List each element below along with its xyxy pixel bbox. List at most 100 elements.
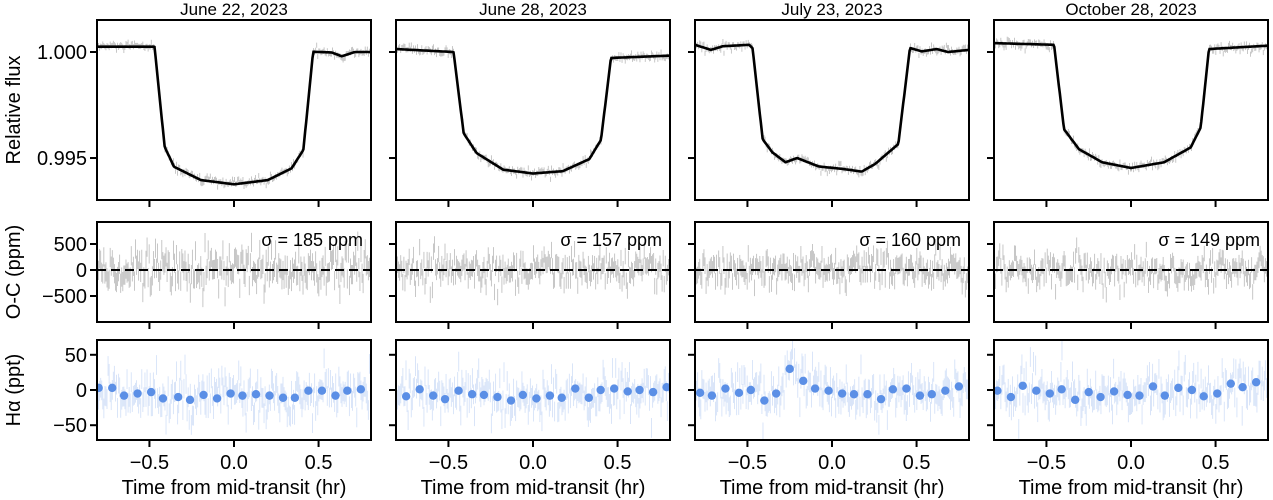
- halpha-binned-point: [837, 389, 847, 398]
- data-layer: [97, 39, 371, 190]
- halpha-binned-point: [97, 383, 103, 393]
- transit-model-line: [695, 43, 969, 173]
- data-layer: [695, 238, 969, 298]
- halpha-binned-point: [810, 384, 820, 393]
- halpha-binned-point: [994, 386, 1002, 395]
- panel-2: June 28, 2023 σ = 157 ppm −0.5 0.0 0.5 Time f…: [389, 0, 671, 499]
- x-tick-label: 0.5: [604, 452, 632, 474]
- halpha-binned-point: [440, 394, 450, 404]
- halpha-binned-point: [173, 392, 183, 402]
- halpha-binned-point: [771, 389, 781, 398]
- halpha-binned-point: [415, 385, 424, 394]
- halpha-binned-point: [648, 387, 658, 397]
- transit-model-line: [97, 45, 371, 186]
- axes-residuals: σ = 149 ppm: [987, 221, 1269, 329]
- halpha-binned-point: [1084, 387, 1093, 397]
- halpha-binned-point: [902, 384, 911, 393]
- axes-residuals: σ = 157 ppm: [389, 221, 671, 329]
- halpha-binned-point: [185, 395, 195, 405]
- x-tick-label: 0.5: [903, 452, 931, 474]
- halpha-binned-point: [506, 396, 516, 405]
- data-layer: [994, 36, 1268, 175]
- halpha-binned-point: [915, 391, 925, 400]
- halpha-binned-point: [584, 393, 594, 402]
- axes-flux: [688, 19, 970, 207]
- data-layer: [994, 340, 1268, 439]
- axes-frame: [694, 19, 970, 201]
- halpha-binned-point: [518, 390, 528, 400]
- halpha-binned-point: [707, 391, 717, 400]
- y-tick-label: 1.000: [37, 42, 87, 64]
- halpha-binned-point: [954, 382, 964, 391]
- axes-flux: [987, 19, 1269, 207]
- y-tick-label: −500: [42, 286, 87, 308]
- data-layer: [97, 348, 371, 435]
- halpha-binned-point: [1057, 385, 1066, 394]
- data-layer: [396, 42, 670, 182]
- x-axis-label: Time from mid-transit (hr): [1019, 477, 1244, 499]
- halpha-binned-point: [278, 393, 288, 402]
- halpha-binned-point: [1109, 387, 1119, 396]
- y-tick-label: 0.995: [37, 148, 87, 170]
- halpha-binned-point: [1199, 392, 1208, 401]
- halpha-binned-point: [721, 384, 730, 393]
- halpha-binned-point: [888, 385, 898, 394]
- data-layer: [396, 236, 670, 306]
- halpha-binned-point: [1045, 389, 1055, 398]
- sigma-annotation: σ = 157 ppm: [560, 230, 662, 250]
- halpha-binned-point: [941, 386, 950, 395]
- x-tick-label: 0.0: [519, 452, 547, 474]
- halpha-binned-point: [133, 389, 142, 398]
- sigma-annotation: σ = 160 ppm: [859, 230, 961, 250]
- halpha-binned-point: [1070, 395, 1080, 405]
- halpha-binned-point: [467, 390, 477, 399]
- halpha-binned-point: [429, 391, 438, 400]
- ylabel-o-c: O-C (ppm): [3, 225, 25, 319]
- sigma-annotation: σ = 149 ppm: [1158, 230, 1260, 250]
- data-layer: [97, 231, 371, 308]
- halpha-binned-point: [1096, 392, 1105, 402]
- halpha-binned-point: [317, 386, 327, 395]
- halpha-binned-point: [557, 393, 566, 402]
- axes-flux: 1.000 0.995: [37, 19, 372, 207]
- data-layer: [396, 351, 670, 438]
- halpha-binned-point: [108, 383, 117, 393]
- y-tick-label: 50: [65, 345, 87, 367]
- halpha-binned-point: [238, 391, 247, 400]
- halpha-binned-point: [304, 386, 313, 395]
- panel-title: July 23, 2023: [781, 0, 882, 19]
- y-tick-label: 0: [76, 260, 87, 282]
- halpha-binned-point: [746, 385, 756, 395]
- halpha-binned-point: [799, 376, 808, 386]
- halpha-binned-point: [265, 391, 274, 400]
- halpha-binned-point: [662, 382, 670, 392]
- halpha-binned-point: [1006, 392, 1016, 402]
- data-layer: [695, 39, 969, 178]
- halpha-binned-point: [356, 385, 366, 394]
- x-tick-label: 0.0: [1117, 452, 1145, 474]
- panel-title: June 28, 2023: [479, 0, 587, 19]
- x-axis-label: Time from mid-transit (hr): [720, 477, 945, 499]
- panel-3: July 23, 2023 σ = 160 ppm −0.5 0.0 0.5 Time f…: [688, 0, 970, 499]
- transit-model-line: [994, 41, 1268, 170]
- x-tick-label: 0.0: [818, 452, 846, 474]
- halpha-binned-point: [1018, 381, 1027, 390]
- x-tick-label: −0.5: [130, 452, 169, 474]
- axes-residuals: σ = 160 ppm: [688, 221, 970, 329]
- halpha-binned-point: [863, 390, 872, 399]
- halpha-binned-point: [785, 364, 794, 374]
- halpha-binned-point: [1187, 385, 1197, 395]
- x-tick-label: 0.5: [1202, 452, 1230, 474]
- axes-halpha: 50 0 −50 −0.5 0.0 0.5 Time from mid-transit (h…: [53, 339, 372, 499]
- panel-title: October 28, 2023: [1065, 0, 1196, 19]
- halpha-binned-point: [1123, 390, 1132, 400]
- halpha-binned-point: [119, 391, 129, 400]
- halpha-binned-point: [401, 392, 411, 401]
- halpha-binned-point: [532, 394, 541, 403]
- ylabel-relative-flux: Relative flux: [3, 56, 25, 165]
- data-layer: [994, 237, 1268, 303]
- halpha-binned-point: [146, 387, 156, 397]
- halpha-binned-point: [158, 394, 168, 403]
